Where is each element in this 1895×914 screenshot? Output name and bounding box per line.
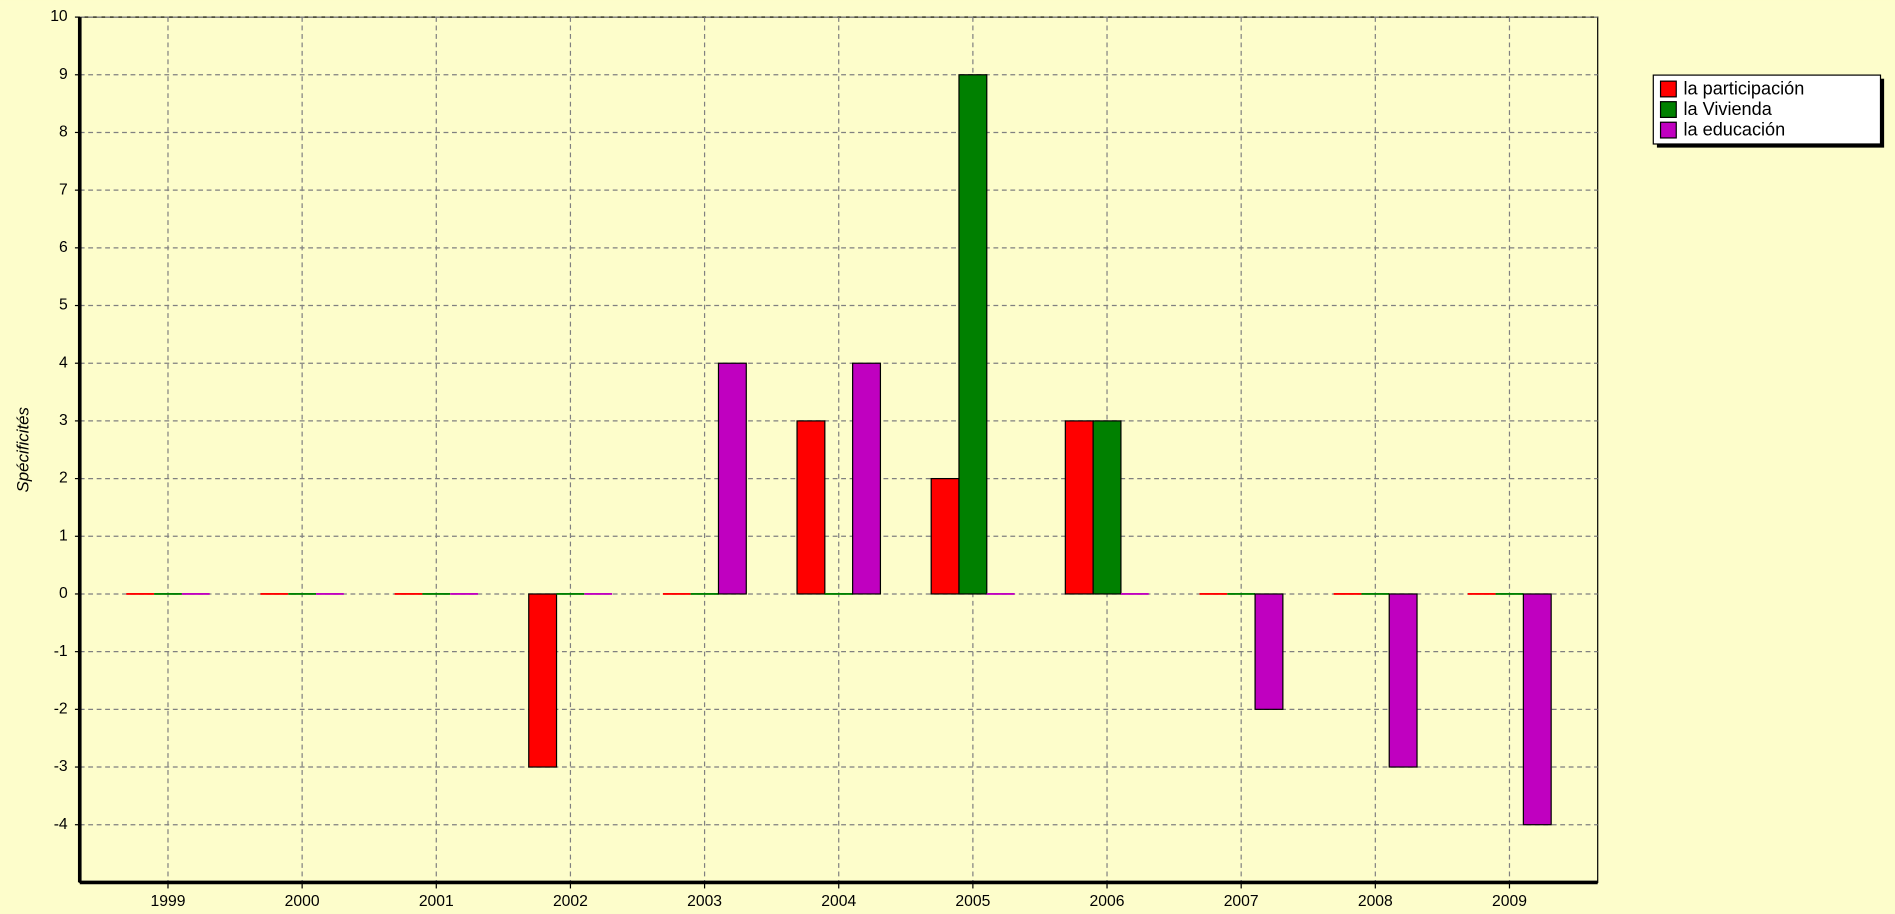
x-tick-label: 2007 bbox=[1224, 893, 1259, 910]
bar bbox=[1064, 420, 1094, 595]
y-tick-label: 10 bbox=[50, 8, 68, 25]
y-tick-label: -3 bbox=[54, 758, 68, 775]
x-tick-label: 2008 bbox=[1358, 893, 1393, 910]
y-tick-label: 7 bbox=[59, 181, 68, 198]
bar bbox=[1522, 593, 1552, 826]
y-tick-label: 6 bbox=[59, 239, 68, 256]
bar bbox=[528, 593, 558, 768]
x-tick-label: 2000 bbox=[285, 893, 320, 910]
y-tick-label: -2 bbox=[54, 701, 68, 718]
legend-swatch bbox=[1659, 121, 1677, 139]
x-tick-label: 2004 bbox=[821, 893, 856, 910]
y-tick-label: -4 bbox=[54, 816, 68, 833]
bar bbox=[1388, 593, 1418, 768]
bar bbox=[852, 362, 882, 595]
legend-swatch bbox=[1659, 80, 1677, 98]
x-tick-label: 2003 bbox=[687, 893, 722, 910]
bar bbox=[717, 362, 747, 595]
y-tick-label: 5 bbox=[59, 297, 68, 314]
legend-box bbox=[1652, 74, 1882, 145]
bar bbox=[930, 477, 960, 595]
x-tick-label: 2002 bbox=[553, 893, 588, 910]
y-tick-label: 8 bbox=[59, 124, 68, 141]
y-tick-label: 0 bbox=[59, 585, 68, 602]
y-axis-label: Spécificités bbox=[14, 406, 33, 492]
y-tick-label: 4 bbox=[59, 354, 68, 371]
legend-label: la Vivienda bbox=[1684, 99, 1773, 119]
x-tick-label: 1999 bbox=[151, 893, 186, 910]
x-tick-label: 2009 bbox=[1492, 893, 1527, 910]
x-tick-label: 2006 bbox=[1090, 893, 1125, 910]
bar bbox=[1092, 420, 1122, 595]
y-tick-label: 3 bbox=[59, 412, 68, 429]
y-tick-label: 1 bbox=[59, 527, 68, 544]
bar bbox=[958, 74, 988, 595]
legend-label: la participación bbox=[1684, 78, 1805, 98]
x-tick-label: 2005 bbox=[955, 893, 990, 910]
legend-swatch bbox=[1659, 101, 1677, 119]
bar bbox=[1254, 593, 1284, 710]
y-tick-label: 2 bbox=[59, 470, 68, 487]
x-tick-label: 2001 bbox=[419, 893, 454, 910]
y-tick-label: -1 bbox=[54, 643, 68, 660]
y-tick-label: 9 bbox=[59, 66, 68, 83]
bar bbox=[796, 420, 826, 595]
legend-label: la educación bbox=[1684, 119, 1786, 139]
